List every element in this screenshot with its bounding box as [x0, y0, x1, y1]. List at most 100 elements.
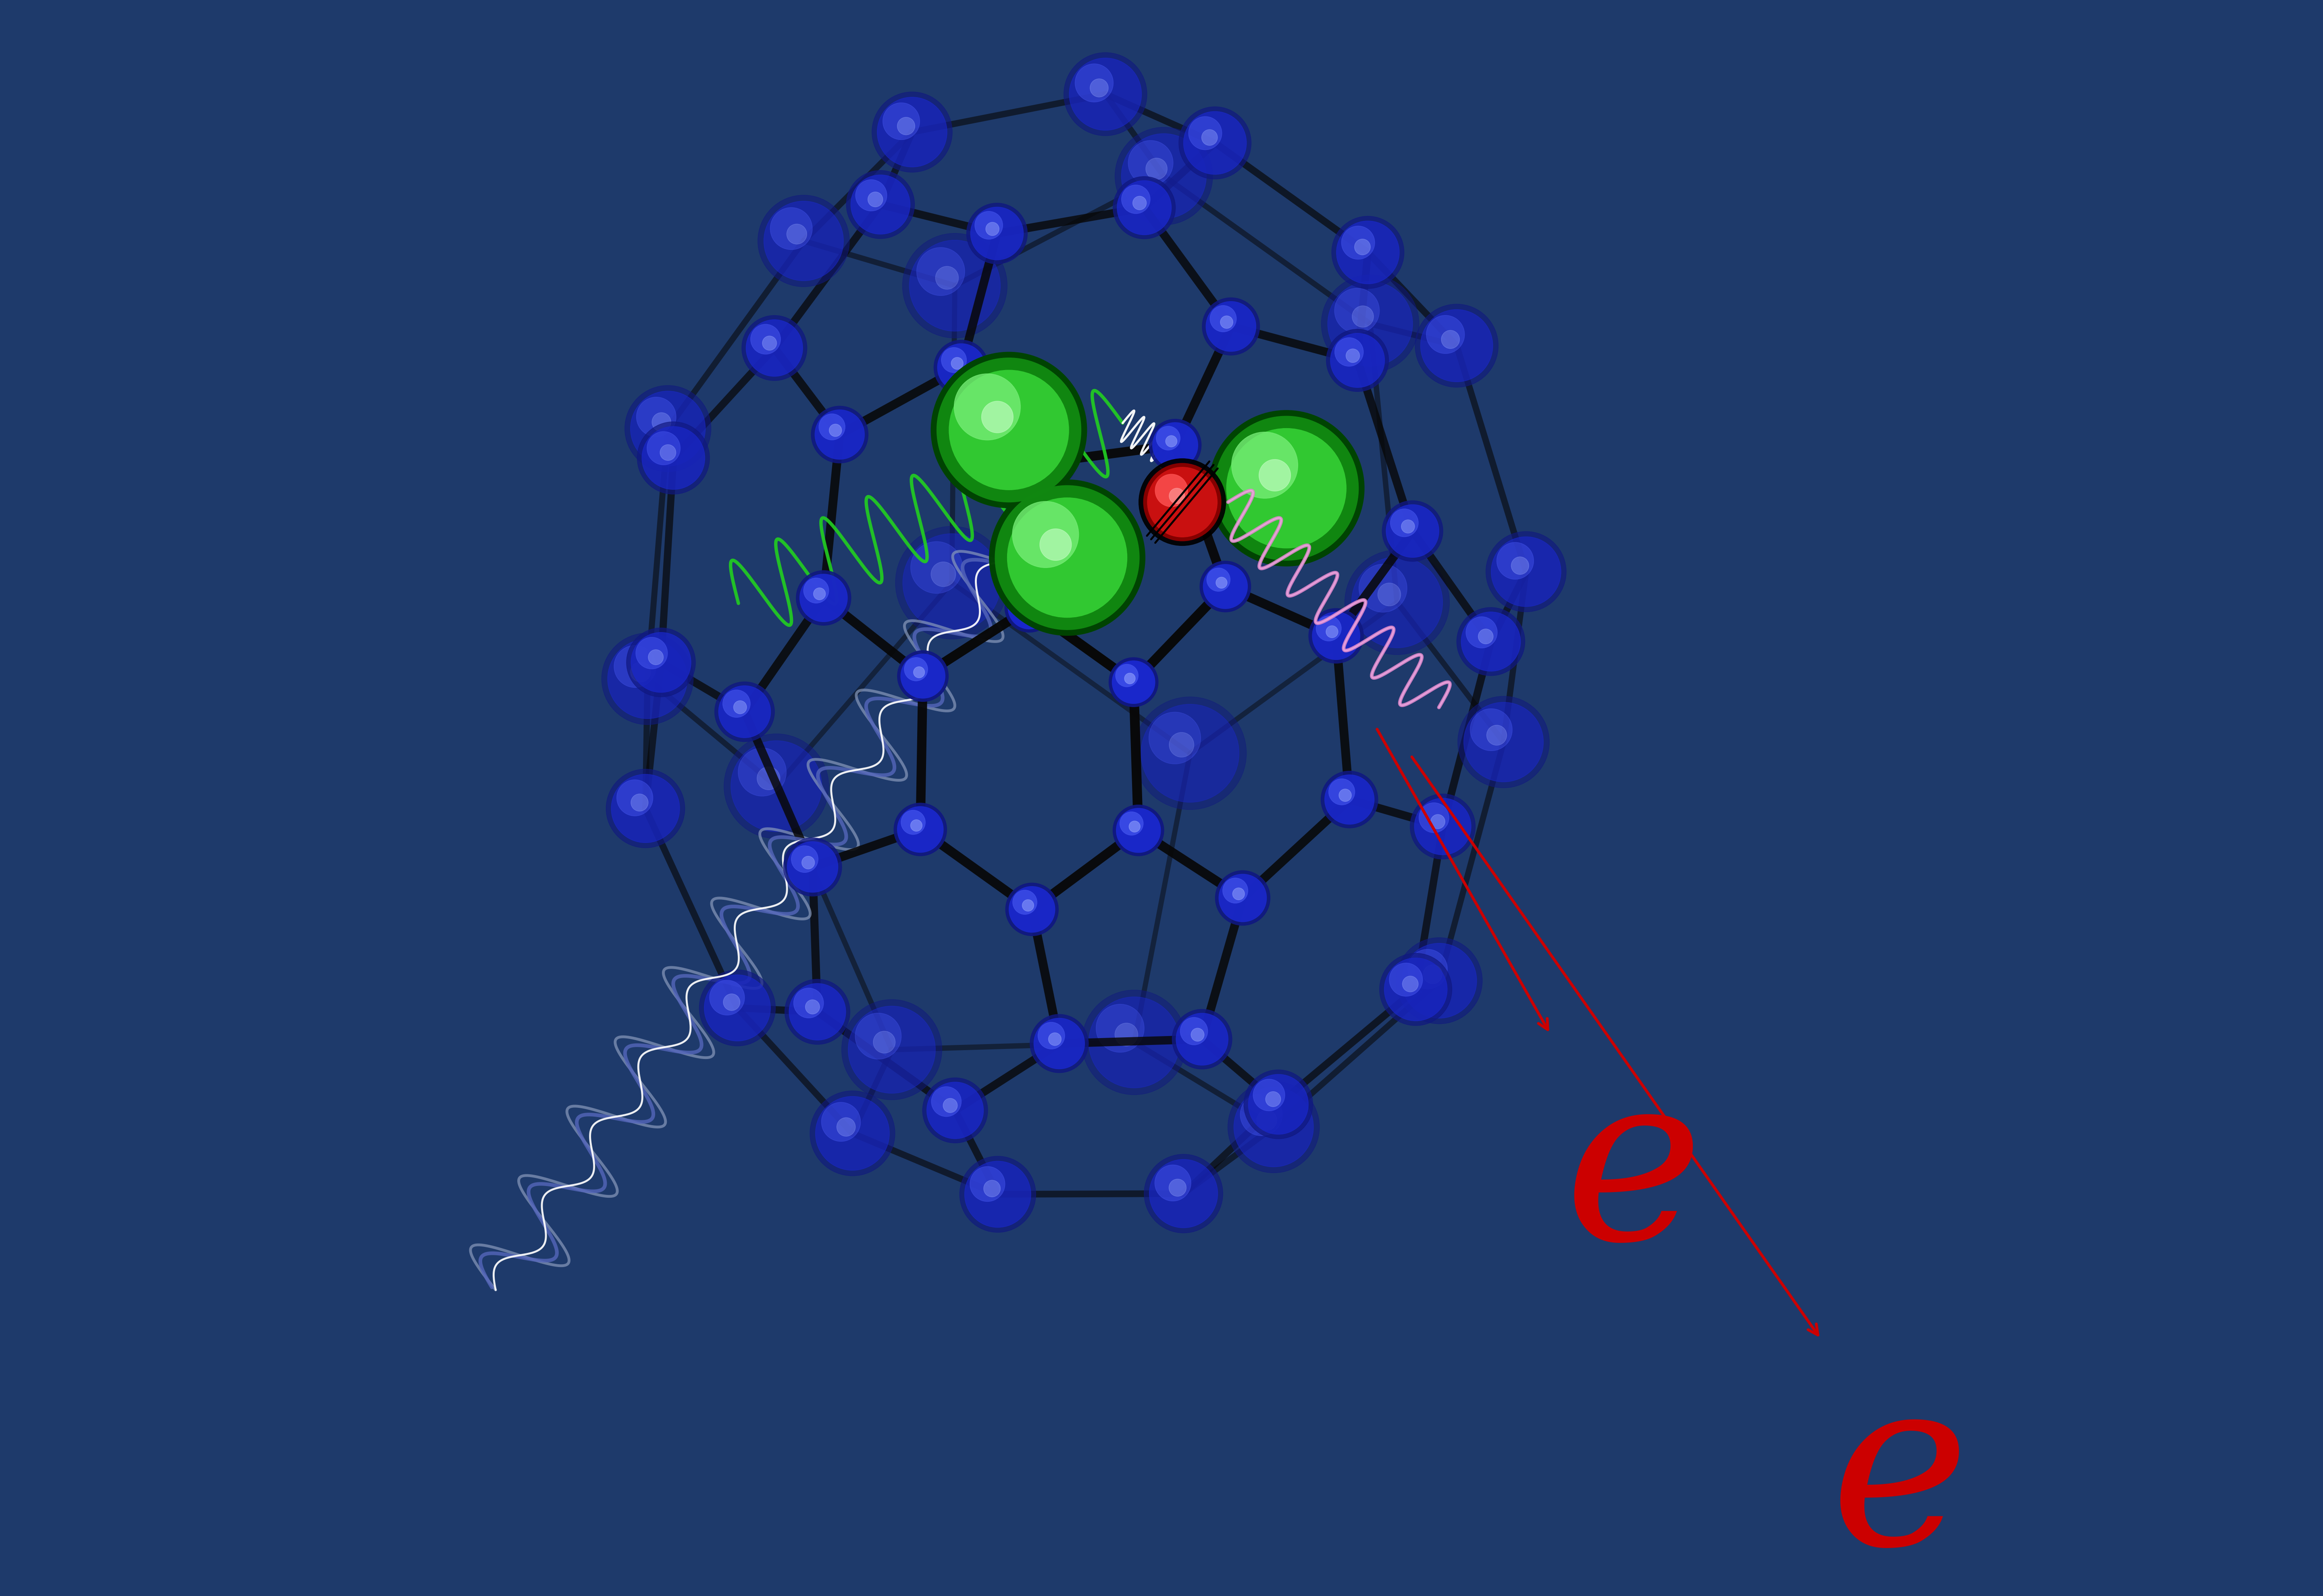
Circle shape	[848, 1005, 936, 1093]
Circle shape	[1403, 977, 1419, 993]
Circle shape	[653, 413, 671, 431]
Circle shape	[637, 397, 676, 437]
Circle shape	[806, 999, 820, 1013]
Circle shape	[641, 426, 704, 490]
Circle shape	[611, 774, 681, 843]
Circle shape	[941, 348, 966, 373]
Circle shape	[1173, 1009, 1231, 1069]
Circle shape	[1206, 568, 1231, 592]
Circle shape	[722, 994, 741, 1010]
Circle shape	[938, 343, 985, 391]
Circle shape	[1124, 674, 1136, 685]
Circle shape	[1352, 306, 1373, 327]
Circle shape	[959, 1156, 1036, 1232]
Circle shape	[927, 1082, 983, 1138]
Circle shape	[811, 405, 869, 463]
Circle shape	[911, 541, 962, 594]
Circle shape	[1152, 423, 1199, 468]
Circle shape	[1168, 1179, 1187, 1197]
Circle shape	[632, 793, 648, 811]
Circle shape	[1083, 990, 1187, 1095]
Circle shape	[1389, 962, 1422, 996]
Circle shape	[757, 766, 781, 790]
Circle shape	[950, 370, 1069, 490]
Circle shape	[1234, 887, 1245, 900]
Circle shape	[829, 425, 841, 437]
Circle shape	[1380, 953, 1452, 1026]
Circle shape	[1340, 227, 1375, 259]
Circle shape	[846, 171, 915, 239]
Circle shape	[1108, 658, 1159, 707]
Circle shape	[1487, 725, 1508, 745]
Circle shape	[1247, 1074, 1308, 1135]
Circle shape	[1359, 563, 1408, 613]
Circle shape	[1317, 616, 1340, 642]
Circle shape	[632, 632, 690, 693]
Circle shape	[1338, 788, 1352, 801]
Circle shape	[936, 358, 1080, 503]
Circle shape	[718, 686, 771, 737]
Circle shape	[732, 741, 822, 832]
Circle shape	[1113, 804, 1164, 855]
Circle shape	[1115, 1023, 1138, 1045]
Circle shape	[1029, 1015, 1089, 1073]
Circle shape	[715, 681, 774, 742]
Circle shape	[1345, 551, 1450, 654]
Circle shape	[1312, 611, 1359, 659]
Circle shape	[1326, 329, 1389, 391]
Circle shape	[746, 319, 804, 377]
Circle shape	[1401, 943, 1477, 1018]
Circle shape	[1041, 452, 1052, 463]
Circle shape	[1459, 696, 1549, 788]
Circle shape	[1168, 733, 1194, 757]
Circle shape	[932, 353, 1087, 508]
Circle shape	[1419, 803, 1450, 833]
Circle shape	[1113, 177, 1175, 239]
Circle shape	[913, 667, 925, 678]
Circle shape	[1410, 793, 1475, 859]
Circle shape	[1382, 501, 1443, 562]
Circle shape	[1206, 302, 1257, 351]
Circle shape	[1391, 509, 1419, 536]
Circle shape	[801, 855, 815, 868]
Circle shape	[1329, 779, 1354, 804]
Circle shape	[1336, 220, 1398, 284]
Text: e: e	[1831, 1366, 1970, 1594]
Circle shape	[1322, 275, 1419, 373]
Circle shape	[1243, 1069, 1312, 1140]
Circle shape	[1148, 468, 1217, 538]
Circle shape	[1031, 444, 1057, 466]
Circle shape	[1336, 338, 1364, 367]
Circle shape	[1145, 1154, 1222, 1234]
Circle shape	[1117, 180, 1171, 235]
Circle shape	[908, 239, 1001, 332]
Circle shape	[630, 662, 650, 681]
Circle shape	[1150, 420, 1201, 471]
Circle shape	[1457, 608, 1524, 675]
Circle shape	[1020, 598, 1031, 610]
Circle shape	[750, 324, 781, 354]
Circle shape	[918, 247, 964, 295]
Circle shape	[990, 480, 1145, 635]
Circle shape	[901, 811, 925, 835]
Circle shape	[722, 689, 750, 718]
Circle shape	[794, 988, 825, 1018]
Circle shape	[660, 445, 676, 461]
Circle shape	[971, 207, 1024, 260]
Circle shape	[1034, 1018, 1085, 1069]
Circle shape	[1252, 1079, 1285, 1111]
Circle shape	[855, 180, 887, 211]
Circle shape	[1496, 543, 1533, 579]
Circle shape	[1491, 536, 1561, 606]
Circle shape	[994, 485, 1138, 630]
Circle shape	[1041, 528, 1071, 560]
Circle shape	[904, 658, 927, 681]
Circle shape	[1466, 616, 1498, 648]
Circle shape	[1203, 298, 1259, 356]
Circle shape	[1201, 562, 1250, 611]
Circle shape	[1208, 410, 1364, 567]
Circle shape	[1210, 305, 1236, 332]
Circle shape	[1324, 774, 1375, 824]
Circle shape	[873, 1031, 894, 1053]
Circle shape	[1122, 134, 1206, 219]
